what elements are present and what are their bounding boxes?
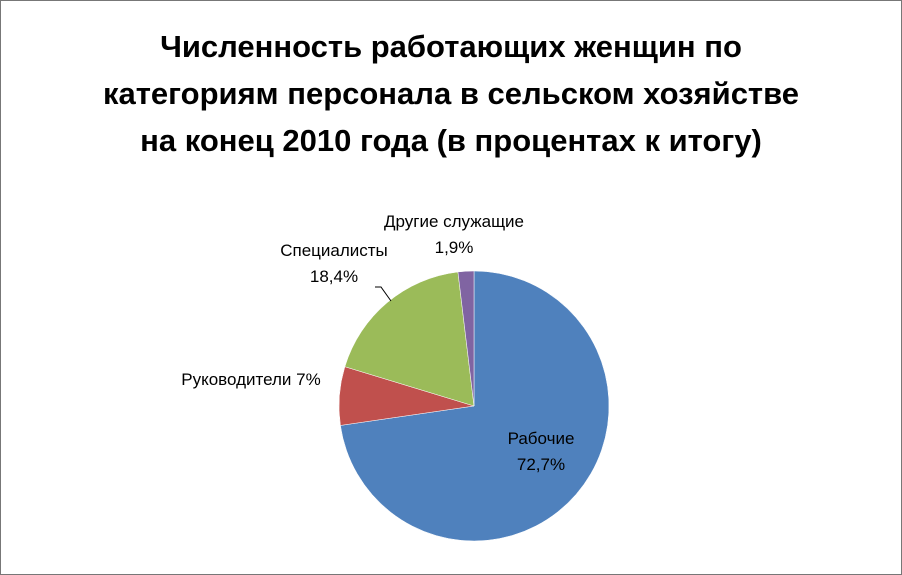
category-label: Специалисты (280, 241, 388, 260)
chart-title: Численность работающих женщин по категор… (102, 29, 800, 158)
category-label: Рабочие (508, 429, 575, 448)
pie-slice (340, 270, 610, 542)
pie-slice (344, 271, 475, 407)
category-label: Руководители (181, 370, 291, 389)
leader-line (375, 286, 392, 302)
data-label: Руководители 7% (181, 370, 320, 389)
value-label: 18,4% (310, 267, 358, 286)
category-label: Другие служащие (384, 212, 524, 231)
value-label: 1,9% (435, 238, 474, 257)
value-label: 72,7% (517, 455, 565, 474)
pie-slice (457, 270, 475, 407)
value-label: 7% (296, 370, 321, 389)
